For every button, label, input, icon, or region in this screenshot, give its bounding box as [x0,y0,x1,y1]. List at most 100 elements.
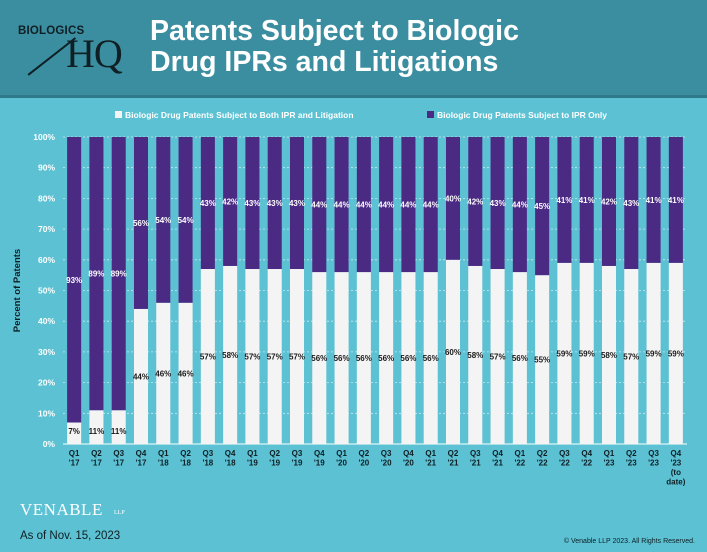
x-tick-label: '20 [403,459,414,468]
data-label-ipr-only: 43% [244,199,260,208]
y-tick-label: 100% [33,132,55,142]
bar-both [178,302,193,444]
bar-both [401,272,416,444]
x-tick-label: Q1 [69,449,80,458]
data-label-both: 56% [378,354,394,363]
data-label-both: 59% [579,349,595,358]
x-tick-label: '20 [381,459,392,468]
bar-both [133,308,149,444]
data-label-ipr-only: 42% [222,197,238,206]
x-tick-label: Q3 [648,449,659,458]
data-label-ipr-only: 43% [289,199,305,208]
copyright: © Venable LLP 2023. All Rights Reserved. [563,538,695,545]
data-label-ipr-only: 41% [556,196,572,205]
data-label-ipr-only: 41% [646,196,662,205]
data-label-both: 57% [200,353,216,362]
data-label-both: 56% [400,354,416,363]
data-label-both: 56% [356,354,372,363]
data-label-both: 11% [111,427,127,436]
data-label-both: 59% [556,349,572,358]
bar-both [267,269,282,444]
x-tick-label: Q3 [113,449,124,458]
header-banner [0,0,707,98]
bar-both [535,275,550,444]
bar-both [445,259,461,444]
x-tick-label: '21 [448,459,459,468]
data-label-both: 60% [445,348,461,357]
data-label-ipr-only: 40% [445,194,461,203]
x-tick-label: Q4 [581,449,592,458]
y-tick-label: 50% [38,286,55,296]
bar-ipr-only [512,137,527,273]
bar-both [557,262,572,444]
bar-ipr-only [289,137,305,270]
title-line-1: Patents Subject to Biologic [150,15,519,47]
x-tick-label: Q2 [91,449,102,458]
bar-ipr-only [89,137,104,411]
data-label-ipr-only: 41% [579,196,595,205]
bar-both [579,262,594,444]
x-tick-label: '19 [314,459,325,468]
logo-hq: HQ [66,31,123,76]
bar-ipr-only [379,137,394,273]
title-line-2: Drug IPRs and Litigations [150,46,499,78]
x-tick-label: Q1 [425,449,436,458]
data-label-ipr-only: 43% [490,199,506,208]
bar-ipr-only [579,137,594,263]
data-label-ipr-only: 44% [311,201,327,210]
bar-ipr-only [624,137,639,270]
bar-both [156,302,171,444]
bar-both [89,410,104,444]
data-label-ipr-only: 89% [88,270,104,279]
bar-both [423,272,438,444]
bar-both [67,422,82,444]
x-tick-label: '18 [225,459,236,468]
data-label-both: 56% [423,354,439,363]
x-tick-label: '22 [581,459,592,468]
y-axis-title: Percent of Patents [12,249,23,332]
legend-label: Biologic Drug Patents Subject to Both IP… [125,110,354,120]
x-tick-label: '22 [514,459,525,468]
bar-ipr-only [356,137,371,273]
bar-ipr-only [646,137,661,263]
page-title: Patents Subject to Biologic Drug IPRs an… [150,16,519,78]
legend-swatch [427,111,434,118]
data-label-both: 58% [222,351,238,360]
x-tick-label: Q3 [381,449,392,458]
y-tick-label: 90% [38,163,55,173]
data-label-ipr-only: 44% [423,201,439,210]
y-tick-label: 0% [43,439,56,449]
bar-both [512,272,527,444]
x-tick-label: Q2 [537,449,548,458]
x-tick-label: '22 [559,459,570,468]
x-tick-label: '22 [537,459,548,468]
y-tick-label: 70% [38,224,55,234]
logo-text: BIOLOGICS [18,25,85,37]
y-tick-label: 80% [38,193,55,203]
x-tick-label: Q2 [180,449,191,458]
x-tick-label: '17 [91,459,102,468]
data-label-ipr-only: 54% [178,216,194,225]
data-label-both: 7% [68,427,80,436]
bar-both [624,269,639,444]
bar-both [334,272,349,444]
x-tick-label: Q4 [314,449,325,458]
data-label-both: 56% [512,354,528,363]
bar-ipr-only [445,137,461,260]
x-tick-label: Q4 [225,449,236,458]
bar-both [601,265,617,444]
x-tick-label: '18 [180,459,191,468]
bar-both [223,265,238,444]
bar-ipr-only [200,137,215,270]
x-tick-label: Q4 [136,449,147,458]
x-tick-label: Q4 [671,449,682,458]
x-tick-label: Q2 [359,449,370,458]
bar-ipr-only [67,137,82,423]
data-label-ipr-only: 41% [668,196,684,205]
data-label-both: 46% [178,369,194,378]
data-label-ipr-only: 44% [334,201,350,210]
y-tick-label: 20% [38,378,55,388]
data-label-ipr-only: 43% [267,199,283,208]
data-label-ipr-only: 42% [601,197,617,206]
bar-both [646,262,661,444]
